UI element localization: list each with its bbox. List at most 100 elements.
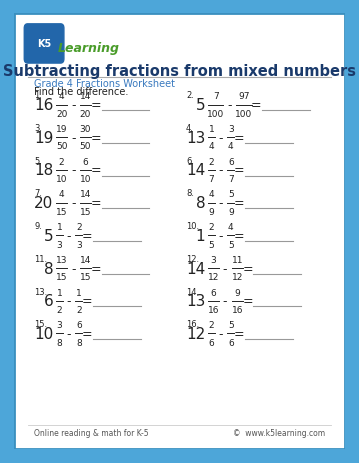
Text: 1: 1 xyxy=(57,288,62,297)
Text: -: - xyxy=(223,294,227,307)
Text: 4.: 4. xyxy=(186,124,194,133)
Text: -: - xyxy=(71,99,75,112)
Text: Subtracting fractions from mixed numbers: Subtracting fractions from mixed numbers xyxy=(3,64,356,79)
Text: 20: 20 xyxy=(80,110,91,119)
Text: =: = xyxy=(90,164,101,177)
Text: 20: 20 xyxy=(34,196,53,211)
Text: -: - xyxy=(219,229,223,242)
Text: 6: 6 xyxy=(228,338,234,347)
Text: 3.: 3. xyxy=(34,124,42,133)
Text: 15: 15 xyxy=(80,273,91,282)
Text: K5: K5 xyxy=(37,38,51,49)
Text: 19: 19 xyxy=(34,131,53,145)
Text: -: - xyxy=(67,294,71,307)
Text: =: = xyxy=(242,262,253,275)
Text: -: - xyxy=(223,262,227,275)
Text: 6.: 6. xyxy=(186,156,194,165)
Text: 18: 18 xyxy=(34,163,53,178)
Text: =: = xyxy=(251,99,261,112)
Text: 7: 7 xyxy=(209,175,214,184)
Text: 5: 5 xyxy=(228,190,234,199)
Text: 4: 4 xyxy=(59,92,64,101)
Text: 15: 15 xyxy=(80,207,91,216)
Text: Grade 4 Fractions Worksheet: Grade 4 Fractions Worksheet xyxy=(34,79,175,88)
Text: 4: 4 xyxy=(209,190,214,199)
Text: =: = xyxy=(90,131,101,144)
Text: -: - xyxy=(71,131,75,144)
Text: 12: 12 xyxy=(186,326,205,341)
Text: 12.: 12. xyxy=(186,254,199,263)
Text: 16: 16 xyxy=(208,306,219,314)
Text: 7: 7 xyxy=(228,175,234,184)
Text: 100: 100 xyxy=(207,110,224,119)
Text: -: - xyxy=(67,229,71,242)
Text: 3: 3 xyxy=(228,125,234,134)
Text: 1: 1 xyxy=(76,288,82,297)
Text: 20: 20 xyxy=(56,110,67,119)
Text: =: = xyxy=(242,294,253,307)
Text: 4: 4 xyxy=(228,223,234,232)
Text: 50: 50 xyxy=(80,142,91,151)
Text: 2: 2 xyxy=(209,157,214,166)
Text: 3: 3 xyxy=(57,320,62,330)
Text: 16: 16 xyxy=(34,98,53,113)
Text: -: - xyxy=(67,327,71,340)
Text: 9.: 9. xyxy=(34,222,42,231)
FancyBboxPatch shape xyxy=(14,14,345,449)
Text: =: = xyxy=(82,294,92,307)
Text: =: = xyxy=(82,327,92,340)
Text: =: = xyxy=(82,229,92,242)
Text: 15.: 15. xyxy=(34,319,47,329)
Text: 11.: 11. xyxy=(34,254,47,263)
Text: 19: 19 xyxy=(56,125,67,134)
Text: 16.: 16. xyxy=(186,319,199,329)
Text: 14.: 14. xyxy=(186,287,199,296)
Text: -: - xyxy=(219,197,223,210)
Text: 4: 4 xyxy=(209,142,214,151)
Text: 12: 12 xyxy=(208,273,219,282)
Text: 14: 14 xyxy=(80,190,91,199)
Text: 3: 3 xyxy=(57,240,62,249)
Text: 1: 1 xyxy=(209,125,214,134)
Text: 6: 6 xyxy=(83,157,88,166)
Text: 4: 4 xyxy=(228,142,234,151)
Text: 9: 9 xyxy=(234,288,240,297)
Text: 5.: 5. xyxy=(34,156,42,165)
Text: 2: 2 xyxy=(57,306,62,314)
Text: 10.: 10. xyxy=(186,222,199,231)
Text: 100: 100 xyxy=(235,110,252,119)
Text: 13: 13 xyxy=(186,294,205,309)
Text: 3: 3 xyxy=(211,255,216,264)
FancyBboxPatch shape xyxy=(24,25,64,64)
Text: 13.: 13. xyxy=(34,287,47,296)
Text: 6: 6 xyxy=(211,288,216,297)
Text: 30: 30 xyxy=(80,125,91,134)
Text: 14: 14 xyxy=(80,255,91,264)
Text: 5: 5 xyxy=(228,240,234,249)
Text: Learning: Learning xyxy=(58,42,120,55)
Text: =: = xyxy=(234,197,244,210)
Text: 9: 9 xyxy=(228,207,234,216)
Text: -: - xyxy=(71,164,75,177)
Text: 15: 15 xyxy=(56,273,67,282)
Text: 8.: 8. xyxy=(186,189,194,198)
Text: 13: 13 xyxy=(56,255,67,264)
Text: 2: 2 xyxy=(76,306,82,314)
Text: 7: 7 xyxy=(213,92,219,101)
Text: -: - xyxy=(71,197,75,210)
Text: 6: 6 xyxy=(228,157,234,166)
Text: 8: 8 xyxy=(76,338,82,347)
Text: =: = xyxy=(234,229,244,242)
Text: =: = xyxy=(90,99,101,112)
Text: 5: 5 xyxy=(228,320,234,330)
Text: 14: 14 xyxy=(80,92,91,101)
Text: 1: 1 xyxy=(196,228,205,244)
Text: 2.: 2. xyxy=(186,91,194,100)
Text: 8: 8 xyxy=(57,338,62,347)
Text: 12: 12 xyxy=(232,273,243,282)
Text: 4: 4 xyxy=(59,190,64,199)
Text: -: - xyxy=(219,327,223,340)
Text: -: - xyxy=(71,262,75,275)
Text: 10: 10 xyxy=(80,175,91,184)
Text: 14: 14 xyxy=(186,261,205,276)
